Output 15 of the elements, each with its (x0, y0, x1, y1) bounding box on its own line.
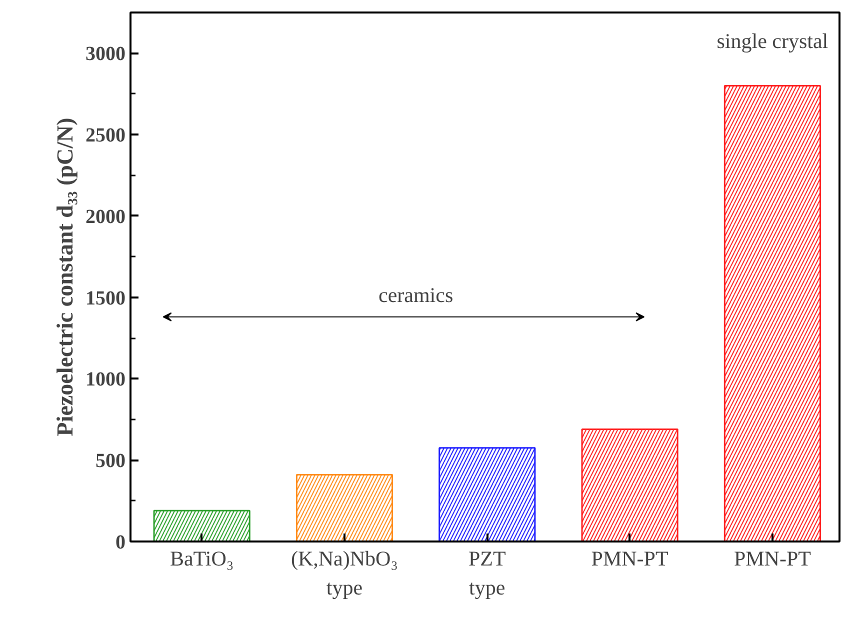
x-tick-label: PMN-PT (591, 546, 668, 570)
x-tick-label: (K,Na)NbO₃ type (290, 546, 398, 600)
y-tick-label: 0 (116, 532, 126, 554)
annotation: single crystal (716, 29, 828, 54)
x-tick-label: PMN-PT (734, 546, 812, 570)
x-tick-label: PZT type (468, 546, 506, 600)
y-tick-label: 1500 (86, 287, 126, 310)
y-tick-label: 500 (96, 450, 126, 472)
y-axis-title: Piezoelectric constant d₃₃ (pC/N) (52, 118, 78, 436)
y-tick-label: 1000 (86, 368, 126, 391)
y-tick-label: 2500 (86, 124, 126, 147)
y-tick-label: 3000 (86, 43, 126, 66)
x-tick-label: BaTiO₃ (170, 546, 234, 570)
annotation: ceramics (378, 283, 454, 308)
y-tick-label: 2000 (86, 206, 126, 228)
